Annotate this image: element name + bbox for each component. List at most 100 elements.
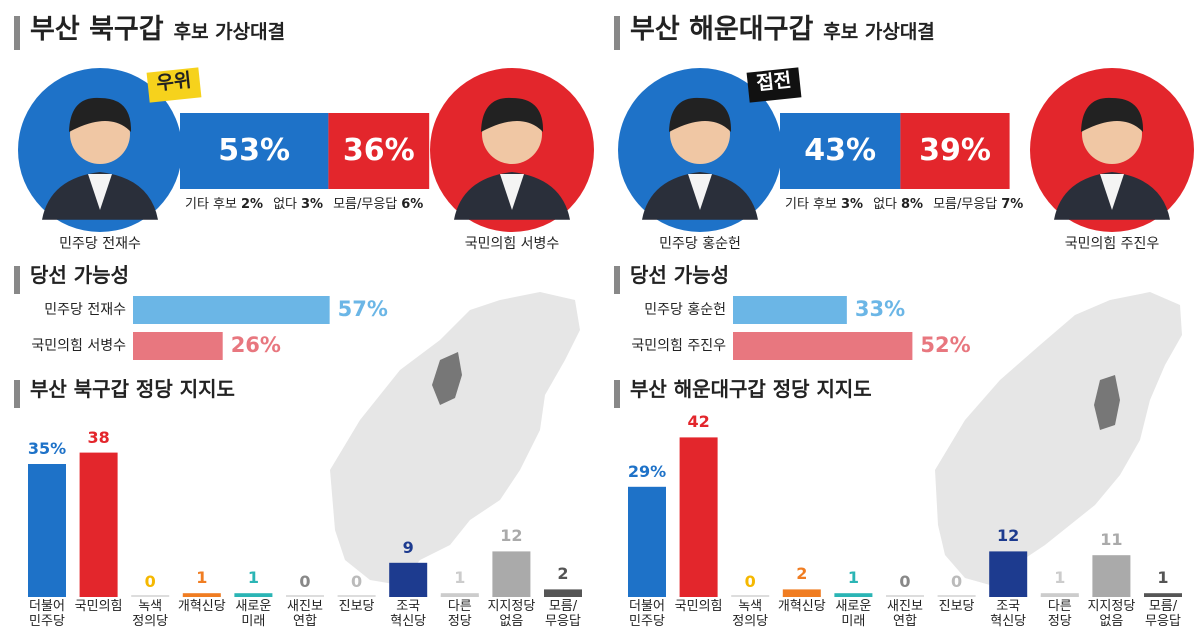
value-label: 35% (27, 439, 67, 458)
x-tick-label: 지지정당 없음 (1087, 599, 1136, 629)
candidate-name: 국민의힘 주진우 (1064, 236, 1160, 252)
bar-label: 국민의힘 주진우 (631, 338, 726, 354)
value-label: 1 (196, 568, 208, 588)
photo-hair (69, 97, 132, 132)
bar (733, 332, 913, 360)
section-marker (14, 266, 20, 294)
bar-label: 민주당 전재수 (44, 302, 126, 318)
photo-shirt (688, 174, 712, 210)
value-label: 0 (899, 572, 911, 591)
section-marker (614, 266, 620, 294)
candidate-name: 민주당 전재수 (59, 236, 141, 252)
badge (146, 67, 202, 103)
bar (440, 593, 479, 597)
value-label: 12 (500, 526, 523, 546)
others-name: 기타 후보 (785, 197, 837, 212)
value-label: 0 (951, 572, 963, 591)
bar (1092, 555, 1131, 597)
chart-title-row: 부산 북구갑 후보 가상대결 (30, 14, 285, 45)
x-tick-label: 개혁신당 (777, 599, 826, 614)
bar (780, 113, 901, 189)
value-label: 1 (247, 568, 259, 588)
bar (834, 593, 873, 597)
photo-shirt (1100, 174, 1124, 210)
value-label: 36% (342, 133, 415, 168)
candidate-name: 국민의힘 서병수 (464, 236, 560, 252)
badge (746, 67, 802, 103)
baseline (886, 595, 924, 597)
value-label: 38 (87, 427, 110, 447)
x-tick-label: 모름/ 무응답 (1145, 599, 1181, 629)
value-label: 1 (847, 568, 859, 588)
photo-hair (481, 97, 544, 132)
value-label: 9 (402, 537, 414, 557)
baseline (286, 595, 324, 597)
map-highlight (1094, 375, 1120, 430)
value-label: 1 (1157, 568, 1169, 588)
section-marker (14, 380, 20, 408)
value-label: 1 (1054, 568, 1066, 588)
chart-title: 부산 해운대구갑 (630, 14, 814, 45)
value-label: 2 (557, 564, 569, 584)
bar (989, 551, 1028, 597)
baseline (337, 595, 376, 597)
others-name: 기타 후보 (185, 197, 237, 212)
x-tick-label: 진보당 (338, 599, 375, 614)
bar (133, 332, 223, 360)
x-tick-label: 녹색 정의당 (732, 599, 769, 629)
x-tick-label: 다른 정당 (1047, 599, 1072, 629)
value-label: 33% (854, 297, 906, 321)
bar (133, 296, 330, 324)
chart-title: 부산 북구갑 (30, 14, 164, 45)
others-name: 모름/무응답 (333, 197, 398, 212)
x-tick-label: 모름/ 무응답 (545, 599, 581, 629)
bar (180, 113, 329, 189)
x-tick-label: 개혁신당 (177, 599, 226, 614)
baseline (937, 595, 976, 597)
x-tick-label: 새로운 미래 (835, 599, 872, 629)
others-row: 기타 후보 3% 없다 8% 모름/무응답 7% (785, 197, 1033, 213)
x-tick-label: 조국 혁신당 (390, 599, 427, 629)
bar (389, 562, 428, 597)
section-marker (14, 16, 20, 50)
x-tick-label: 새진보 연합 (287, 599, 323, 629)
value-label: 12 (997, 526, 1020, 546)
value-label: 1 (454, 568, 466, 588)
others-value: 3% (840, 197, 864, 212)
section-title: 부산 북구갑 정당 지지도 (30, 377, 235, 401)
section-title: 당선 가능성 (30, 263, 129, 287)
bar (79, 452, 118, 597)
x-tick-label: 진보당 (938, 599, 975, 614)
bar (628, 486, 666, 597)
baseline (731, 595, 770, 597)
photo-hair (1081, 97, 1144, 132)
value-label: 53% (218, 133, 291, 168)
bar-label: 민주당 홍순헌 (644, 302, 726, 318)
value-label: 26% (230, 333, 281, 357)
others-value: 6% (401, 197, 424, 212)
value-label: 2 (796, 564, 808, 584)
candidate-name: 민주당 홍순헌 (659, 236, 741, 252)
others-value: 7% (1001, 197, 1024, 212)
section-title: 부산 해운대구갑 정당 지지도 (630, 377, 872, 401)
bar (28, 464, 66, 597)
x-tick-label: 더불어 민주당 (629, 599, 665, 629)
bar (544, 589, 582, 597)
bar (1144, 593, 1182, 597)
others-value: 8% (900, 197, 924, 212)
bar (733, 296, 847, 324)
x-tick-label: 더불어 민주당 (29, 599, 65, 629)
value-label: 57% (337, 297, 388, 321)
x-tick-label: 조국 혁신당 (990, 599, 1027, 629)
value-label: 0 (351, 572, 363, 591)
others-name: 없다 (273, 197, 297, 212)
others-value: 2% (240, 197, 264, 212)
baseline (131, 595, 170, 597)
section-title: 당선 가능성 (630, 263, 729, 287)
bar (900, 113, 1010, 189)
others-name: 모름/무응답 (933, 197, 998, 212)
bar (182, 593, 221, 597)
x-tick-label: 새진보 연합 (887, 599, 923, 629)
